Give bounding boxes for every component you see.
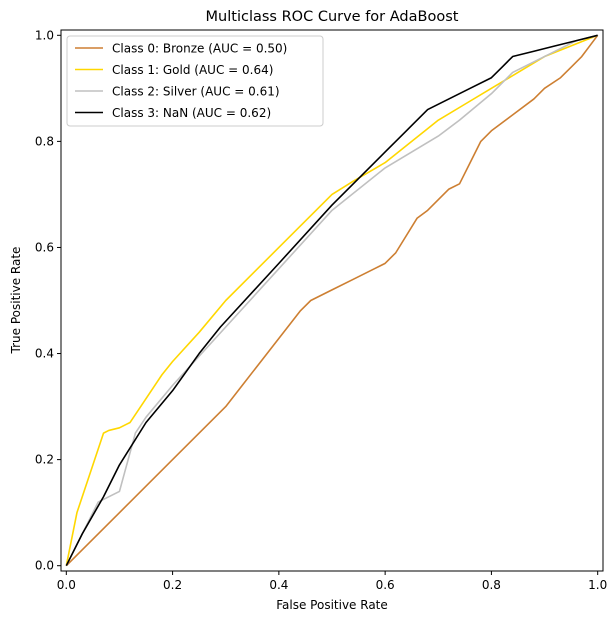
y-tick-label: 1.0: [35, 28, 54, 42]
legend-entry: Class 2: Silver (AUC = 0.61): [112, 85, 280, 99]
plot-area: [65, 34, 599, 567]
x-tick-label: 0.8: [482, 578, 501, 592]
series-line-class-3: [65, 34, 598, 567]
x-tick-label: 0.0: [57, 578, 76, 592]
x-tick-label: 0.2: [163, 578, 182, 592]
x-axis: 0.0 0.2 0.4 0.6 0.8 1.0: [57, 571, 607, 592]
series-line-class-0: [65, 34, 599, 567]
legend-entry: Class 3: NaN (AUC = 0.62): [112, 106, 271, 120]
legend: Class 0: Bronze (AUC = 0.50) Class 1: Gol…: [66, 35, 324, 127]
y-tick-label: 0.4: [35, 347, 54, 361]
legend-entry: Class 0: Bronze (AUC = 0.50): [112, 42, 287, 56]
x-tick-label: 0.6: [376, 578, 395, 592]
y-axis: 0.0 0.2 0.4 0.6 0.8 1.0: [35, 28, 61, 573]
chart-title: Multiclass ROC Curve for AdaBoost: [206, 9, 459, 25]
legend-entry: Class 1: Gold (AUC = 0.64): [112, 63, 273, 77]
x-axis-label: False Positive Rate: [276, 598, 388, 612]
y-tick-label: 0.0: [35, 559, 54, 573]
series-line-class-2: [65, 34, 598, 567]
x-tick-label: 0.4: [269, 578, 288, 592]
legend-box: [66, 35, 324, 127]
x-tick-label: 1.0: [588, 578, 607, 592]
y-tick-label: 0.6: [35, 240, 54, 254]
series-line-class-1: [65, 34, 598, 566]
plot-frame: [60, 29, 604, 572]
y-tick-label: 0.8: [35, 134, 54, 148]
y-axis-label: True Positive Rate: [9, 247, 23, 355]
y-tick-label: 0.2: [35, 453, 54, 467]
